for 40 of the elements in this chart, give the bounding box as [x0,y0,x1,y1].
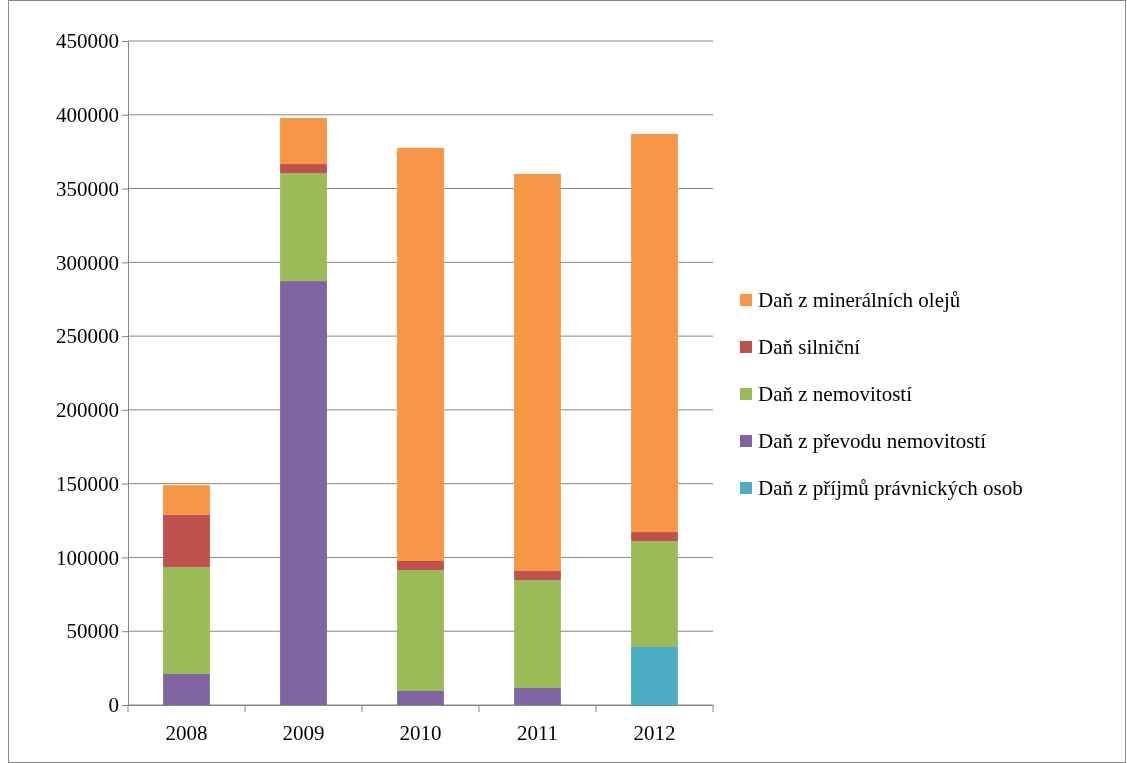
legend-label: Daň z převodu nemovitostí [758,429,987,454]
legend-label: Daň z příjmů právnických osob [758,476,1023,501]
y-tick-label: 250000 [56,324,119,349]
legend-label: Daň z nemovitostí [758,382,913,407]
bar [631,647,678,705]
bar [631,541,678,648]
x-tick-label: 2010 [399,720,442,745]
legend-label: Daň silniční [758,335,861,360]
y-tick-label: 400000 [56,103,119,127]
bar [280,281,327,705]
y-tick-label: 50000 [66,619,119,644]
y-tick-label: 0 [108,693,119,718]
bar [514,571,561,581]
bar [163,514,210,568]
x-tick-label: 2008 [165,720,208,745]
legend-label: Daň z minerálních olejů [758,288,961,313]
bar [631,133,678,533]
bar [514,173,561,572]
y-tick-label: 450000 [56,29,119,54]
bar [514,580,561,689]
y-tick-label: 150000 [56,471,119,496]
bar [397,147,444,561]
bar [397,560,444,570]
x-tick-label: 2012 [633,720,676,745]
y-tick-label: 300000 [56,250,119,275]
bar [163,674,210,705]
bar [397,569,444,691]
bar [163,485,210,515]
x-tick-label: 2011 [516,720,559,745]
y-tick-label: 350000 [56,176,119,201]
y-tick-label: 100000 [56,545,119,570]
bar [631,532,678,542]
x-tick-label: 2009 [282,720,325,745]
bar [397,690,444,705]
bar [280,118,327,165]
bar [163,567,210,675]
bar [514,688,561,705]
bar [280,173,327,282]
y-tick-label: 200000 [56,398,119,423]
bar [280,164,327,174]
